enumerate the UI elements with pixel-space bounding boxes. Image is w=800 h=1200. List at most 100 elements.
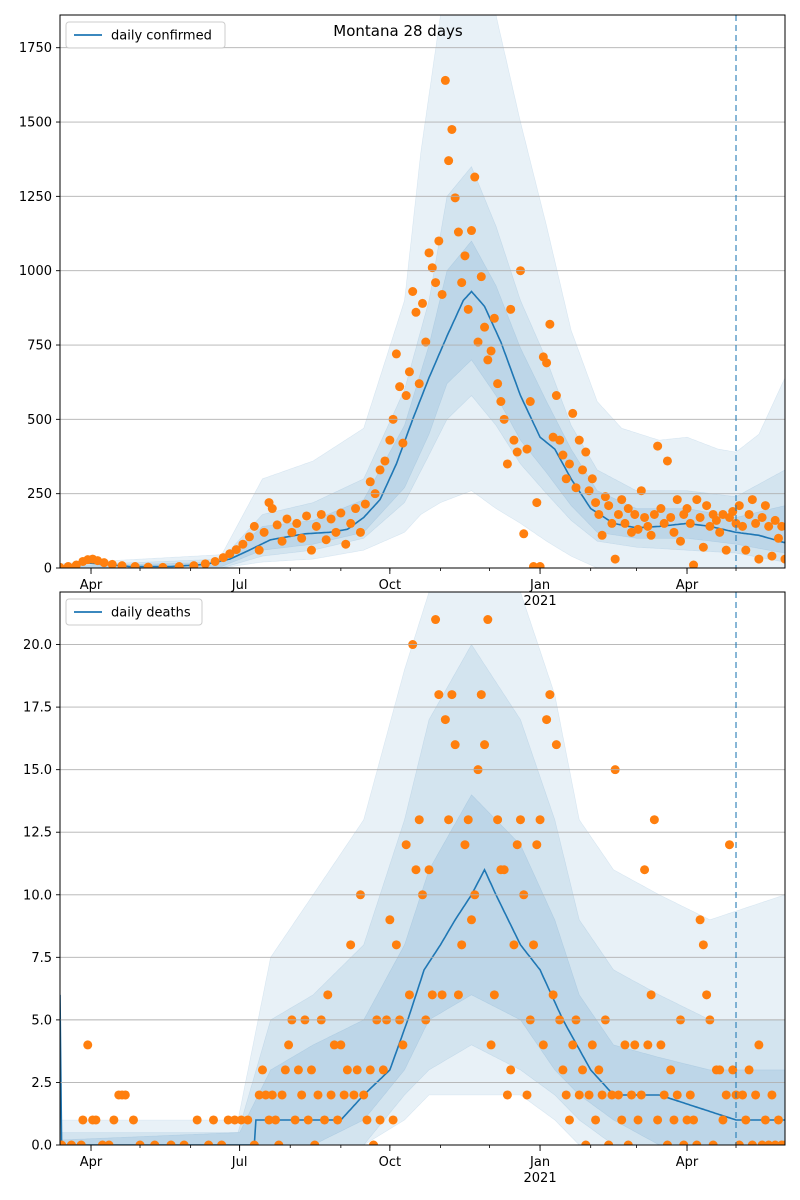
data-point: [773, 1115, 783, 1125]
x-tick-label: Apr: [80, 1155, 103, 1170]
data-point: [306, 545, 316, 555]
data-point: [522, 1090, 532, 1100]
data-point: [259, 527, 269, 537]
data-point: [200, 559, 210, 568]
data-point: [385, 435, 395, 445]
data-point: [564, 459, 574, 469]
x-tick-label: Jan: [529, 578, 550, 593]
data-point: [66, 1140, 76, 1145]
data-point: [640, 865, 650, 875]
data-point: [264, 1115, 274, 1125]
data-point: [225, 549, 235, 559]
data-point: [489, 990, 499, 1000]
y-tick-label: 250: [27, 487, 52, 502]
data-point: [321, 535, 331, 545]
data-point: [600, 492, 610, 502]
data-point: [604, 501, 614, 511]
data-point: [272, 520, 282, 530]
data-point: [728, 1065, 738, 1075]
data-point: [738, 521, 748, 531]
data-point: [76, 1140, 86, 1145]
data-point: [331, 527, 341, 537]
data-point: [643, 521, 653, 531]
data-point: [362, 1115, 372, 1125]
data-point: [375, 465, 385, 475]
deaths-chart-panel: 0.0 2.5 5.0 7.5 10.0 12.5 15.0 17.5 20.0 Apr Jul Oc…: [23, 591, 786, 1186]
y-tick-label: 17.5: [23, 701, 52, 716]
data-point: [767, 551, 777, 561]
data-point: [607, 1090, 617, 1100]
data-point: [767, 1090, 777, 1100]
data-point: [702, 501, 712, 511]
data-point: [476, 272, 486, 282]
data-point: [538, 1040, 548, 1050]
data-point: [555, 435, 565, 445]
data-point: [692, 495, 702, 505]
data-point: [179, 1140, 189, 1145]
data-point: [427, 263, 437, 273]
data-point: [282, 514, 292, 524]
data-point: [757, 512, 767, 522]
data-point: [620, 1040, 630, 1050]
data-point: [431, 615, 441, 625]
data-point: [587, 1040, 597, 1050]
data-point: [721, 1090, 731, 1100]
data-point: [630, 1040, 640, 1050]
data-point: [685, 1090, 695, 1100]
data-point: [486, 346, 496, 356]
data-point: [607, 518, 617, 528]
data-point: [254, 545, 264, 555]
data-point: [306, 1065, 316, 1075]
y-tick-label: 2.5: [31, 1076, 52, 1091]
data-point: [277, 1090, 287, 1100]
data-point: [297, 1090, 307, 1100]
data-point: [78, 1115, 88, 1125]
data-point: [313, 1090, 323, 1100]
data-point: [277, 536, 287, 546]
data-point: [359, 1090, 369, 1100]
data-point: [284, 1040, 294, 1050]
data-point: [522, 444, 532, 454]
data-point: [672, 495, 682, 505]
data-point: [738, 1090, 748, 1100]
data-point: [128, 1115, 138, 1125]
legend-label: daily confirmed: [111, 29, 212, 44]
data-point: [672, 1090, 682, 1100]
data-point: [437, 990, 447, 1000]
data-point: [414, 815, 424, 825]
data-point: [747, 495, 757, 505]
data-point: [447, 690, 457, 700]
data-point: [339, 1090, 349, 1100]
y-tick-label: 0: [44, 562, 52, 577]
data-point: [754, 1040, 764, 1050]
data-point: [506, 304, 516, 314]
data-point: [398, 1040, 408, 1050]
data-point: [502, 1090, 512, 1100]
data-point: [741, 1115, 751, 1125]
data-point: [135, 1140, 145, 1145]
confirmed-chart-panel: 0 250 500 750 1000 1250 1500 1750 Apr Jul Oct Jan20…: [19, 14, 786, 609]
data-point: [244, 532, 254, 542]
data-point: [434, 236, 444, 246]
data-point: [669, 527, 679, 537]
data-point: [578, 465, 588, 475]
data-point: [336, 508, 346, 518]
data-point: [695, 915, 705, 925]
data-point: [623, 1140, 633, 1145]
y-tick-label: 1750: [19, 41, 52, 56]
data-point: [578, 1065, 588, 1075]
data-point: [620, 518, 630, 528]
x-tick-year-label: 2021: [524, 594, 557, 609]
data-point: [669, 1115, 679, 1125]
data-point: [120, 1090, 130, 1100]
data-point: [310, 1140, 320, 1145]
data-point: [698, 940, 708, 950]
data-point: [646, 990, 656, 1000]
data-point: [303, 1115, 313, 1125]
data-point: [718, 1115, 728, 1125]
data-point: [623, 504, 633, 514]
data-point: [271, 1115, 281, 1125]
data-point: [662, 1140, 672, 1145]
data-point: [542, 358, 552, 368]
data-point: [545, 319, 555, 329]
